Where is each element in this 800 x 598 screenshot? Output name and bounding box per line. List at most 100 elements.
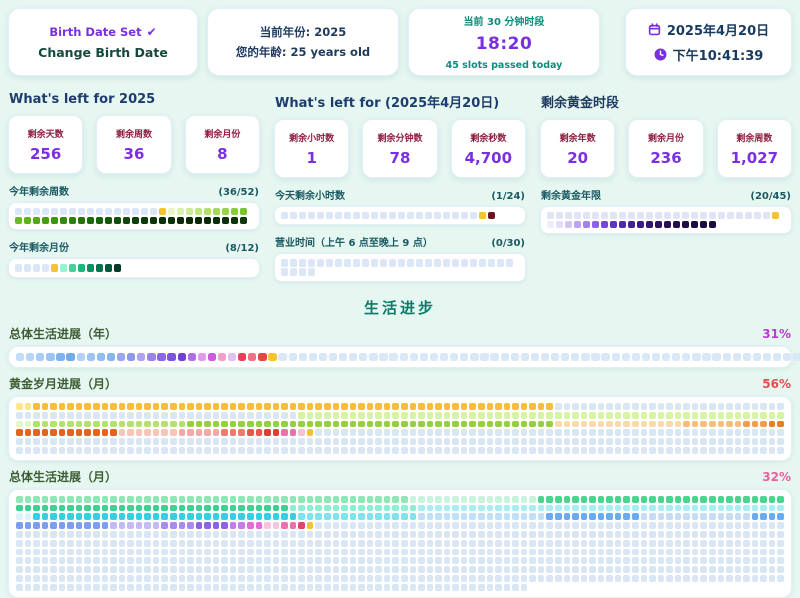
square <box>341 495 348 503</box>
square <box>537 504 545 512</box>
square <box>452 566 459 574</box>
stat-value: 4,700 <box>464 149 513 167</box>
square <box>529 403 536 410</box>
square <box>640 438 648 446</box>
square <box>503 420 511 428</box>
square <box>298 438 305 446</box>
square <box>341 557 348 565</box>
bar-count: (0/30) <box>491 238 525 250</box>
square <box>212 504 220 512</box>
square <box>623 420 630 428</box>
square <box>187 495 194 503</box>
square <box>631 566 639 574</box>
square <box>16 513 23 521</box>
square <box>537 575 545 582</box>
square <box>161 531 168 538</box>
square <box>41 504 49 512</box>
square <box>640 531 648 538</box>
square <box>366 575 374 582</box>
square <box>212 495 220 503</box>
square <box>383 557 391 565</box>
progress-percent: 32% <box>762 469 791 484</box>
square <box>478 212 487 220</box>
square <box>674 447 682 454</box>
square <box>409 504 417 512</box>
square <box>33 420 40 428</box>
square <box>452 403 459 410</box>
square <box>700 504 707 512</box>
square <box>768 513 776 521</box>
square <box>41 575 49 582</box>
square <box>649 539 656 547</box>
square <box>469 548 476 556</box>
square <box>726 539 733 547</box>
square <box>477 447 485 454</box>
stat-value: 20 <box>567 149 589 167</box>
square <box>392 522 399 530</box>
square <box>480 352 489 362</box>
square <box>212 513 220 521</box>
square <box>204 531 211 538</box>
square <box>349 513 357 521</box>
square <box>238 522 245 530</box>
square <box>717 566 725 574</box>
square <box>469 411 476 419</box>
square <box>176 208 185 216</box>
square <box>529 429 536 437</box>
square <box>618 212 627 220</box>
square <box>316 259 325 267</box>
square <box>195 495 203 503</box>
square <box>157 352 166 362</box>
square <box>495 411 502 419</box>
square <box>375 447 382 454</box>
square <box>640 539 648 547</box>
square <box>663 220 672 229</box>
square <box>221 495 228 503</box>
square <box>452 548 459 556</box>
stat-card-group: 剩余小时数 1 剩余分钟数 78 剩余秒数 4,700 <box>274 119 526 178</box>
square <box>392 447 399 454</box>
square <box>383 539 391 547</box>
time-line: 下午10:41:39 <box>654 45 763 64</box>
square <box>389 352 398 362</box>
square <box>674 403 682 410</box>
square <box>537 557 545 565</box>
square <box>229 583 237 591</box>
square <box>572 539 579 547</box>
square <box>135 403 143 410</box>
square <box>700 566 707 574</box>
square <box>409 575 417 582</box>
square <box>24 583 32 591</box>
square <box>239 208 247 216</box>
square <box>135 566 143 574</box>
square <box>332 420 340 428</box>
square <box>768 495 776 503</box>
square <box>418 495 425 503</box>
birth-status-label: Birth Date Set <box>49 24 142 39</box>
square <box>666 522 673 530</box>
square <box>379 352 388 362</box>
square <box>717 522 725 530</box>
square <box>110 504 117 512</box>
square <box>110 495 117 503</box>
square <box>92 504 100 512</box>
square <box>460 522 468 530</box>
square <box>204 447 211 454</box>
square <box>520 429 528 437</box>
square <box>255 513 263 521</box>
square <box>238 403 245 410</box>
square <box>435 420 442 428</box>
square <box>187 513 194 521</box>
square <box>452 411 459 419</box>
square <box>127 403 134 410</box>
square <box>477 557 485 565</box>
square <box>75 522 83 530</box>
square <box>195 438 203 446</box>
square <box>135 522 143 530</box>
square <box>135 531 143 538</box>
square <box>66 352 75 362</box>
square <box>315 411 322 419</box>
square <box>649 575 656 582</box>
business-hours-squares <box>281 259 519 276</box>
change-birth-date-button[interactable]: Change Birth Date <box>38 44 168 60</box>
